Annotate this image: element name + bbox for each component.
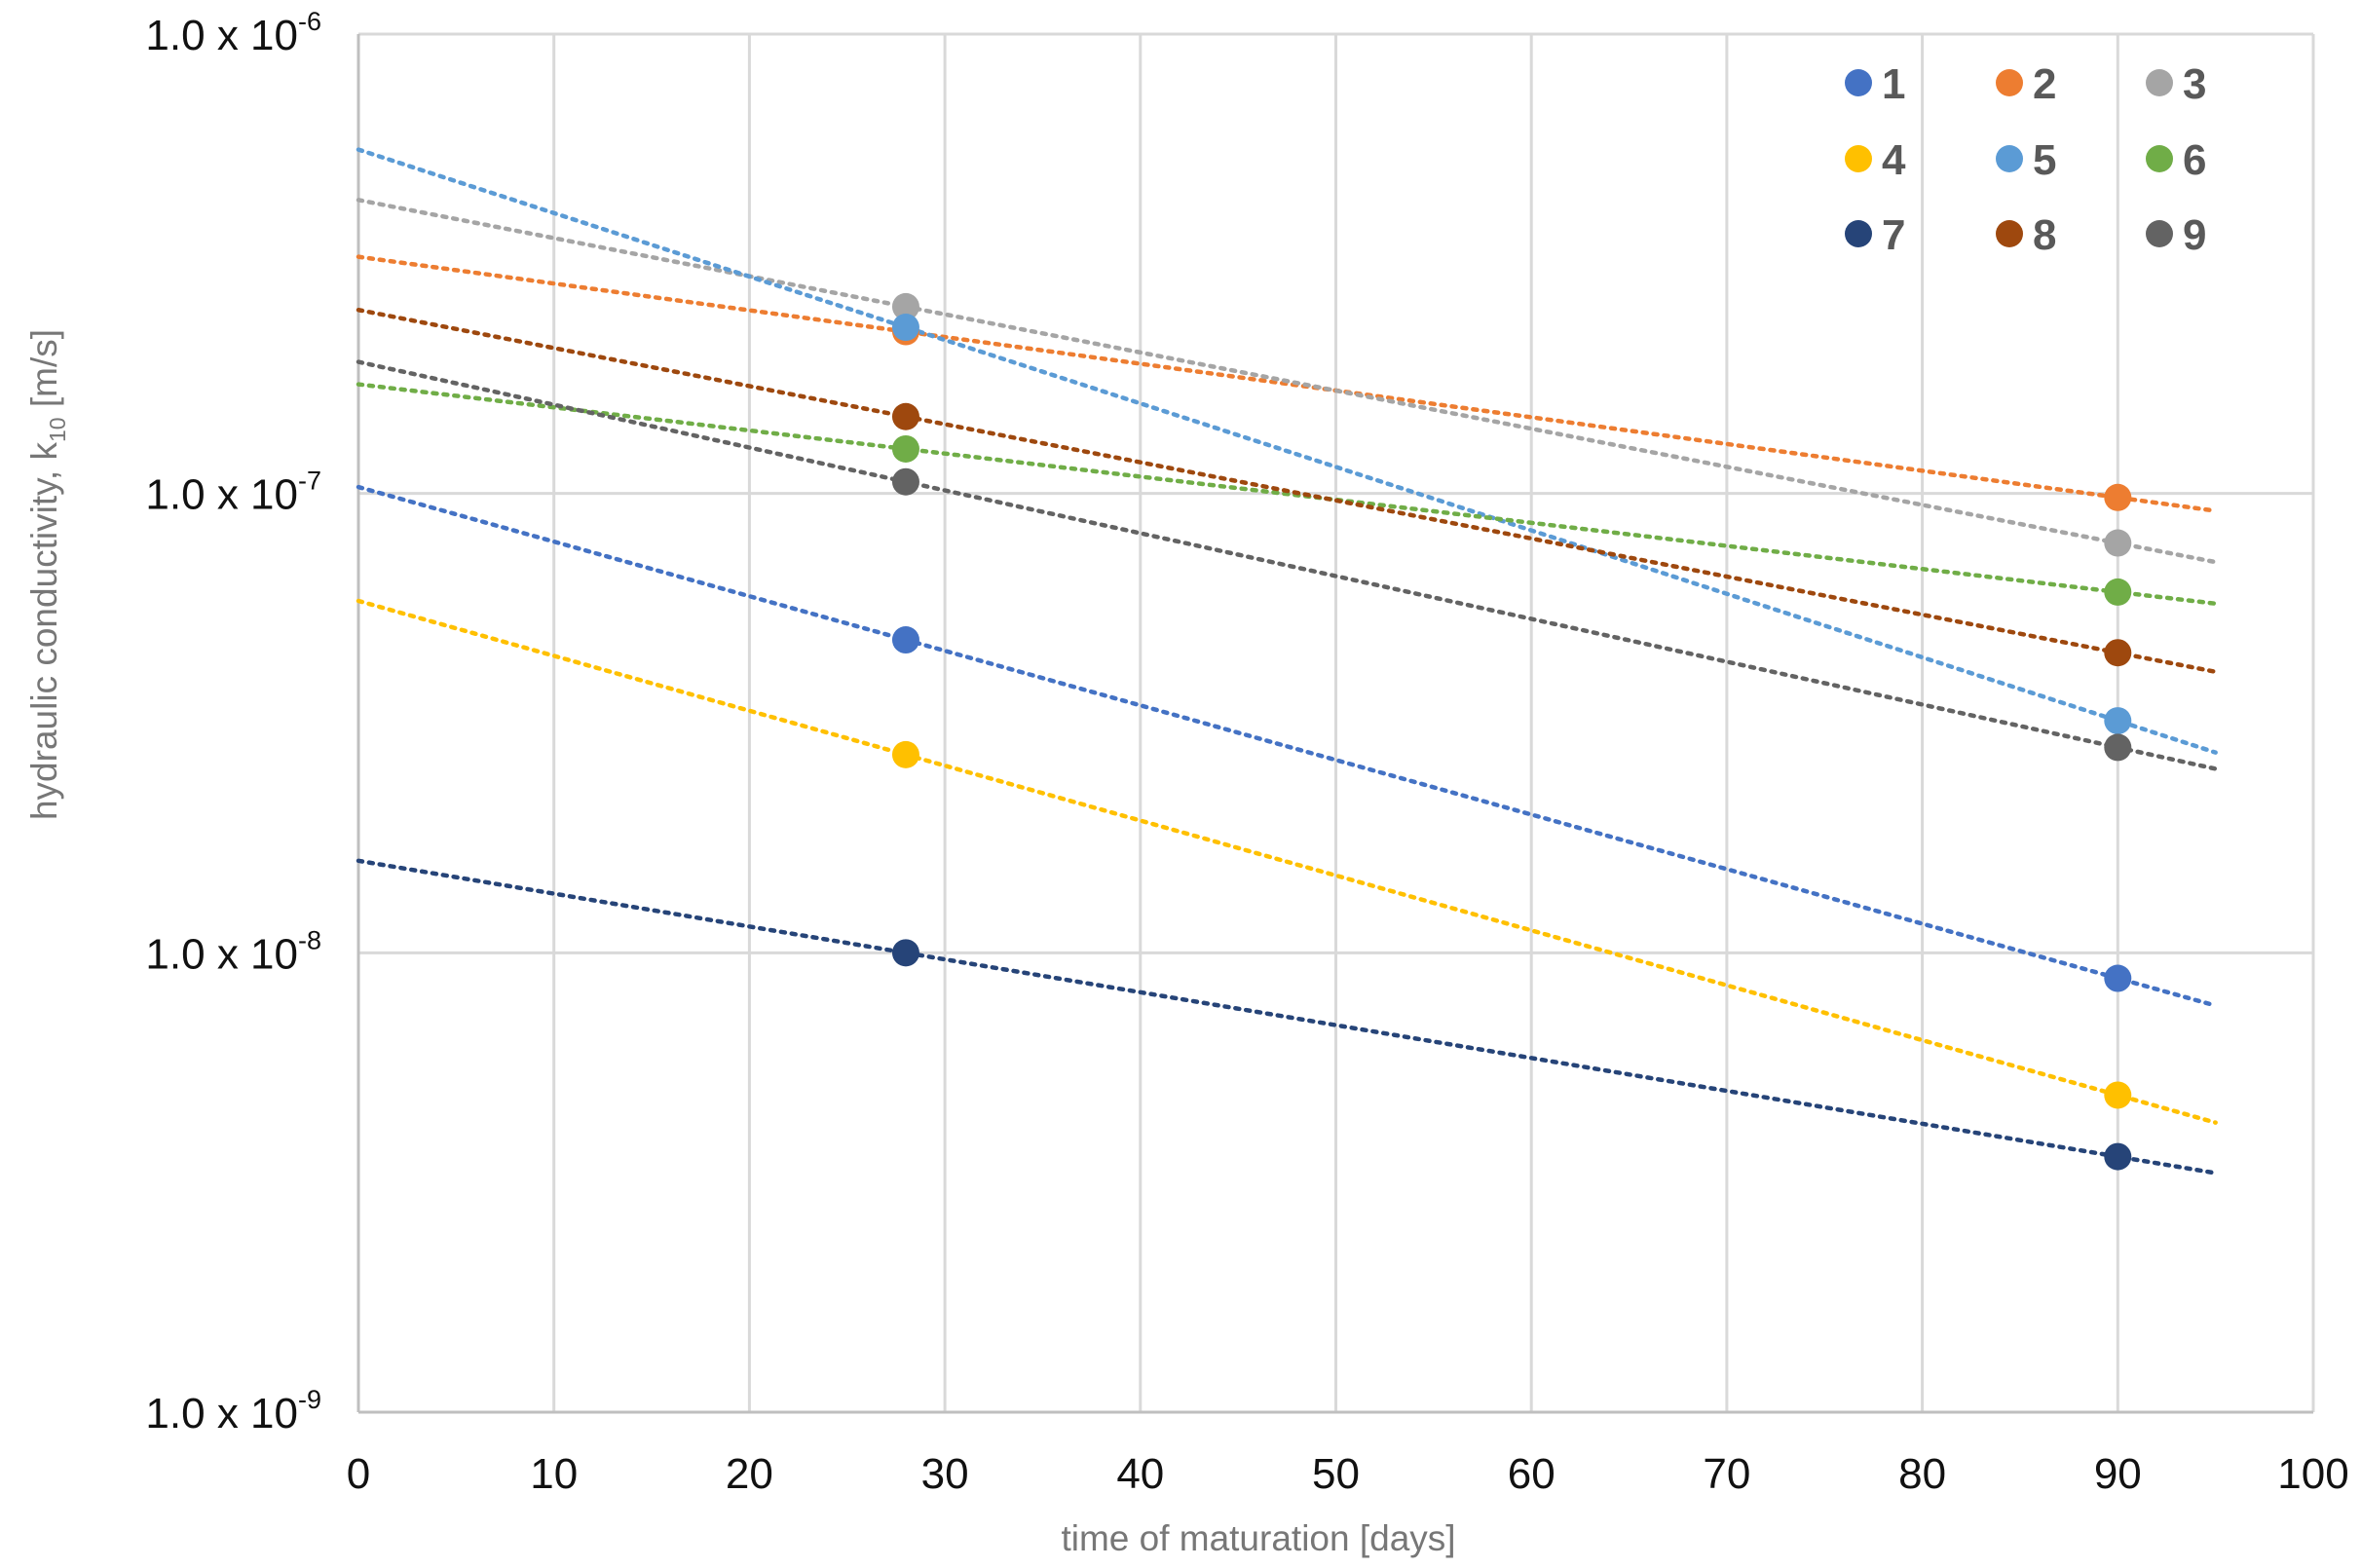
trend-lines	[356, 147, 2218, 1176]
legend: 1 2 3 4 5 6 7 8 9	[1845, 60, 2206, 259]
y-tick-exp-1: -7	[298, 467, 321, 496]
legend-label-4: 4	[1882, 136, 1906, 184]
trendline-series-2	[356, 254, 2218, 513]
legend-label-7: 7	[1882, 211, 1905, 259]
legend-label-8: 8	[2033, 211, 2056, 259]
legend-marker-2	[1996, 69, 2023, 96]
x-tick-label-10: 10	[530, 1450, 578, 1498]
legend-marker-6	[2146, 145, 2173, 172]
x-tick-label-90: 90	[2094, 1450, 2142, 1498]
x-tick-label-60: 60	[1508, 1450, 1555, 1498]
x-tick-labels: 0 10 20 30 40 50 60 70 80 90 100	[347, 1450, 2349, 1498]
legend-label-5: 5	[2033, 136, 2056, 184]
data-points	[891, 292, 2132, 1171]
legend-label-6: 6	[2183, 136, 2206, 184]
x-tick-label-40: 40	[1116, 1450, 1164, 1498]
y-tick-base-1: 1.0 x 10	[145, 471, 298, 519]
axes	[356, 34, 2313, 1414]
y-axis-label-tail: [m/s]	[24, 329, 64, 417]
legend-marker-3	[2146, 69, 2173, 96]
y-axis-label: hydraulic conductivity, k10 [m/s]	[24, 329, 70, 820]
point-series-1-day-28	[891, 626, 919, 654]
x-tick-label-0: 0	[347, 1450, 370, 1498]
point-series-8-day-90	[2104, 639, 2132, 667]
x-tick-label-80: 80	[1898, 1450, 1946, 1498]
point-series-5-day-28	[891, 314, 919, 342]
x-tick-label-70: 70	[1703, 1450, 1750, 1498]
y-tick-exp-2: -8	[298, 925, 321, 954]
point-series-9-day-28	[891, 467, 919, 496]
point-series-8-day-28	[891, 402, 919, 430]
point-series-6-day-90	[2104, 578, 2132, 606]
legend-label-1: 1	[1882, 60, 1905, 108]
x-tick-label-100: 100	[2277, 1450, 2348, 1498]
legend-marker-1	[1845, 69, 1872, 96]
legend-marker-4	[1845, 145, 1872, 172]
point-series-9-day-90	[2104, 733, 2132, 762]
trendline-series-7	[356, 858, 2218, 1176]
trendline-series-4	[356, 598, 2218, 1125]
y-tick-base-3: 1.0 x 10	[145, 1390, 298, 1437]
y-tick-exp-0: -6	[298, 7, 321, 36]
y-tick-label-3: 1.0 x 10-9	[145, 1385, 321, 1437]
point-series-1-day-90	[2104, 964, 2132, 992]
y-tick-base-0: 1.0 x 10	[145, 12, 298, 59]
point-series-4-day-28	[891, 740, 919, 768]
point-series-7-day-90	[2104, 1142, 2132, 1171]
grid-lines	[356, 32, 2315, 1414]
y-tick-base-2: 1.0 x 10	[145, 930, 298, 978]
trendline-series-5	[356, 147, 2218, 755]
trendline-series-8	[356, 307, 2218, 675]
x-tick-label-50: 50	[1312, 1450, 1360, 1498]
x-tick-label-30: 30	[921, 1450, 969, 1498]
y-tick-label-0: 1.0 x 10-6	[145, 7, 321, 59]
legend-label-3: 3	[2183, 60, 2206, 108]
trendline-series-6	[356, 382, 2218, 607]
point-series-5-day-90	[2104, 707, 2132, 735]
trendline-series-3	[356, 198, 2218, 565]
legend-marker-9	[2146, 220, 2173, 247]
y-axis-label-main: hydraulic conductivity, k	[24, 442, 64, 820]
point-series-3-day-28	[891, 292, 919, 320]
y-tick-exp-3: -9	[298, 1385, 321, 1414]
y-tick-label-2: 1.0 x 10-8	[145, 925, 321, 978]
point-series-6-day-28	[891, 434, 919, 463]
trendline-series-9	[356, 359, 2218, 771]
legend-label-2: 2	[2033, 60, 2056, 108]
legend-marker-5	[1996, 145, 2023, 172]
point-series-2-day-90	[2104, 483, 2132, 511]
trendline-series-1	[356, 484, 2218, 1008]
y-tick-label-1: 1.0 x 10-7	[145, 467, 321, 519]
point-series-4-day-90	[2104, 1081, 2132, 1109]
legend-label-9: 9	[2183, 211, 2206, 259]
legend-marker-8	[1996, 220, 2023, 247]
point-series-7-day-28	[891, 939, 919, 967]
y-tick-labels: 1.0 x 10-61.0 x 10-71.0 x 10-81.0 x 10-9	[145, 7, 321, 1437]
point-series-3-day-90	[2104, 529, 2132, 557]
x-tick-label-20: 20	[726, 1450, 773, 1498]
y-axis-label-sub: 10	[45, 417, 70, 442]
legend-marker-7	[1845, 220, 1872, 247]
x-axis-label: time of maturation [days]	[1061, 1518, 1455, 1558]
